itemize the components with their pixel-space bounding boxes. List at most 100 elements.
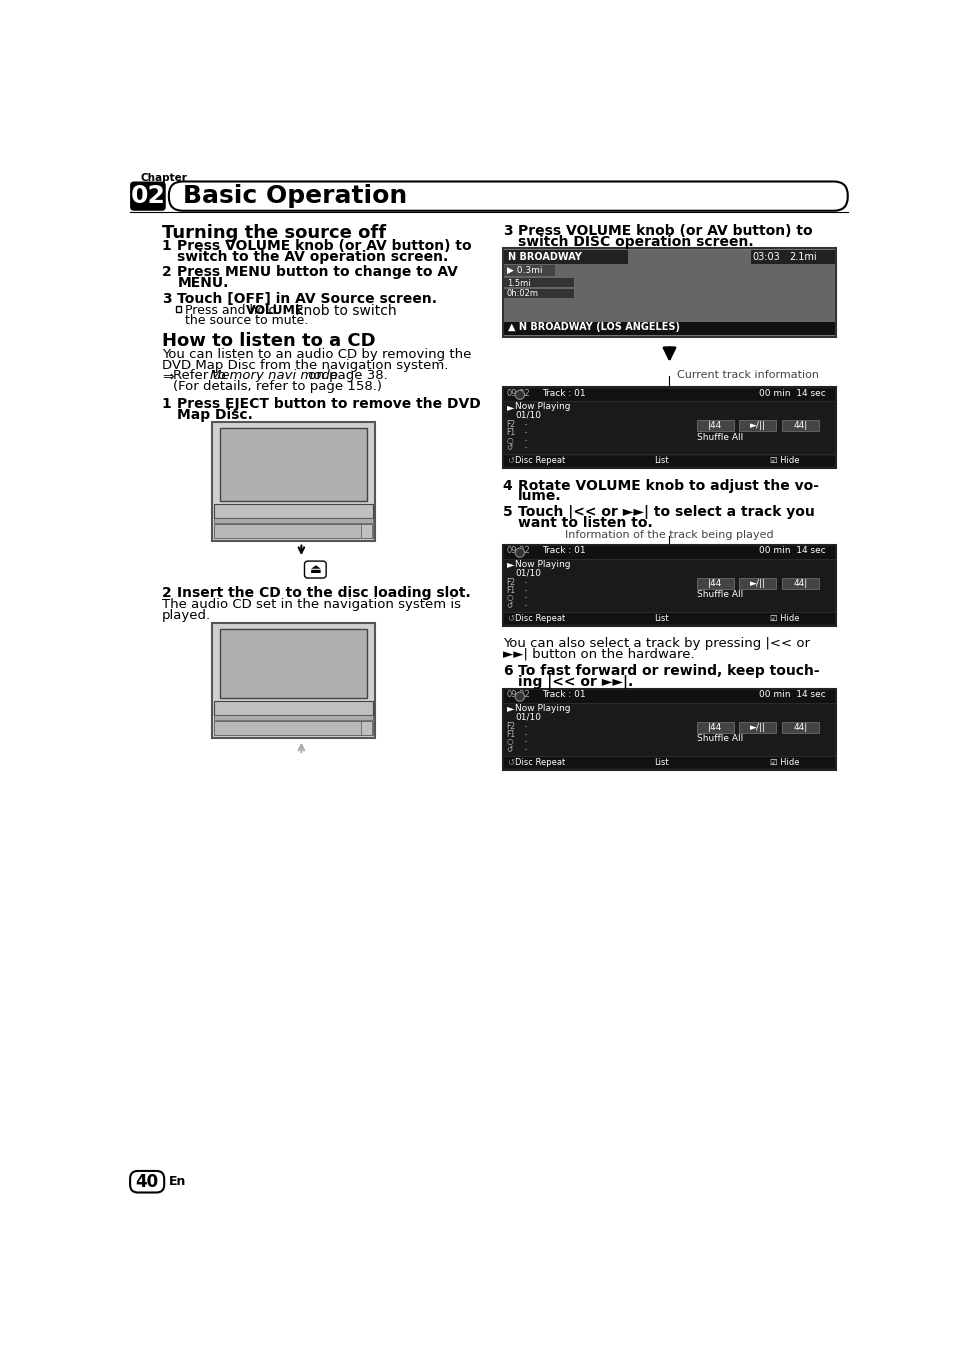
Text: Memory navi mode: Memory navi mode: [210, 369, 337, 383]
Text: -: -: [519, 594, 527, 603]
Circle shape: [515, 548, 524, 557]
Text: 3: 3: [162, 292, 172, 306]
Text: ►: ►: [506, 703, 514, 714]
FancyBboxPatch shape: [296, 723, 309, 731]
Text: ▲ N BROADWAY (LOS ANGELES): ▲ N BROADWAY (LOS ANGELES): [507, 322, 679, 333]
Text: Shuffle All: Shuffle All: [696, 734, 742, 744]
Text: Touch |<< or ►►| to select a track you: Touch |<< or ►►| to select a track you: [517, 504, 814, 519]
FancyBboxPatch shape: [281, 723, 294, 731]
Bar: [504, 277, 574, 287]
Text: Track : 01: Track : 01: [541, 691, 584, 699]
Text: 4: 4: [502, 479, 512, 492]
Bar: [504, 265, 555, 276]
Bar: [213, 702, 373, 715]
Text: Refer to: Refer to: [172, 369, 230, 383]
Text: -: -: [519, 585, 527, 595]
Text: List: List: [654, 614, 668, 623]
Text: Press and hold: Press and hold: [185, 304, 280, 316]
Text: 09:22: 09:22: [506, 691, 530, 699]
Text: DVD Map Disc from the navigation system.: DVD Map Disc from the navigation system.: [162, 358, 448, 372]
Text: ►/||: ►/||: [749, 723, 765, 731]
Text: Turning the source off: Turning the source off: [162, 224, 386, 242]
Text: F2: F2: [506, 420, 516, 429]
Bar: [504, 614, 834, 625]
Bar: [696, 579, 733, 589]
Bar: [502, 690, 835, 769]
Text: Rotate VOLUME knob to adjust the vo-: Rotate VOLUME knob to adjust the vo-: [517, 479, 819, 492]
Circle shape: [515, 391, 524, 399]
Text: 2.1mi: 2.1mi: [789, 251, 817, 261]
FancyBboxPatch shape: [304, 561, 326, 579]
Text: You can also select a track by pressing |<< or: You can also select a track by pressing …: [502, 637, 809, 649]
Text: on page 38.: on page 38.: [303, 369, 387, 383]
Text: ☑ Hide: ☑ Hide: [769, 457, 799, 465]
Text: Current track information: Current track information: [677, 370, 819, 380]
FancyBboxPatch shape: [281, 526, 294, 535]
Bar: [220, 629, 367, 698]
Text: ☑ Hide: ☑ Hide: [769, 614, 799, 623]
Bar: [360, 721, 372, 735]
Bar: [750, 250, 834, 264]
Text: lume.: lume.: [517, 489, 561, 503]
Text: 1: 1: [162, 397, 172, 411]
Bar: [504, 288, 574, 297]
Text: Basic Operation: Basic Operation: [183, 184, 407, 208]
Bar: [213, 518, 373, 523]
Bar: [213, 525, 373, 538]
Text: 2: 2: [162, 585, 172, 600]
Text: Disc Repeat: Disc Repeat: [515, 614, 565, 623]
Text: 1.5mi: 1.5mi: [506, 279, 530, 288]
Bar: [212, 422, 375, 541]
Bar: [175, 307, 181, 311]
FancyBboxPatch shape: [296, 526, 309, 535]
Text: Disc Repeat: Disc Repeat: [515, 457, 565, 465]
Text: 44|: 44|: [793, 420, 807, 430]
Bar: [781, 579, 819, 589]
Text: -: -: [519, 602, 527, 610]
Text: 40: 40: [135, 1172, 158, 1191]
Text: -: -: [519, 420, 527, 429]
Bar: [502, 387, 835, 468]
Text: Now Playing: Now Playing: [515, 402, 570, 411]
Text: 44|: 44|: [793, 723, 807, 731]
Text: The audio CD set in the navigation system is: The audio CD set in the navigation syste…: [162, 598, 460, 611]
Bar: [781, 722, 819, 733]
Text: MENU.: MENU.: [177, 276, 229, 291]
Text: Track : 01: Track : 01: [541, 388, 584, 397]
Text: -: -: [519, 443, 527, 453]
Bar: [504, 250, 834, 335]
Bar: [781, 420, 819, 431]
Bar: [739, 722, 776, 733]
Text: Now Playing: Now Playing: [515, 560, 570, 569]
Bar: [504, 388, 834, 402]
Text: 09:22: 09:22: [506, 546, 530, 556]
Text: (For details, refer to page 158.): (For details, refer to page 158.): [172, 380, 381, 393]
Bar: [696, 722, 733, 733]
Text: switch to the AV operation screen.: switch to the AV operation screen.: [177, 250, 448, 264]
Text: 00 min  14 sec: 00 min 14 sec: [758, 691, 824, 699]
Text: Touch [OFF] in AV Source screen.: Touch [OFF] in AV Source screen.: [177, 292, 436, 306]
Text: Press VOLUME knob (or AV button) to: Press VOLUME knob (or AV button) to: [517, 224, 812, 238]
Text: 0h:02m: 0h:02m: [506, 289, 538, 299]
Text: Track : 01: Track : 01: [541, 546, 584, 556]
Text: ↺: ↺: [506, 602, 513, 610]
Text: |44: |44: [707, 579, 721, 588]
Bar: [504, 456, 834, 466]
Text: played.: played.: [162, 608, 211, 622]
Text: ►/||: ►/||: [749, 579, 765, 588]
Text: ☑ Hide: ☑ Hide: [769, 758, 799, 767]
FancyBboxPatch shape: [130, 1171, 164, 1192]
Text: VOLUME: VOLUME: [246, 304, 304, 316]
Text: F2: F2: [506, 722, 516, 731]
Text: 02: 02: [131, 184, 165, 208]
Bar: [739, 579, 776, 589]
Text: 01/10: 01/10: [515, 713, 540, 722]
Text: 03:03: 03:03: [752, 251, 780, 261]
Text: ►: ►: [506, 560, 514, 569]
Text: F1: F1: [506, 427, 516, 437]
Bar: [212, 623, 375, 738]
Text: -: -: [519, 435, 527, 445]
Text: ►►| button on the hardware.: ►►| button on the hardware.: [502, 648, 694, 660]
FancyBboxPatch shape: [312, 526, 324, 535]
Bar: [213, 721, 373, 735]
